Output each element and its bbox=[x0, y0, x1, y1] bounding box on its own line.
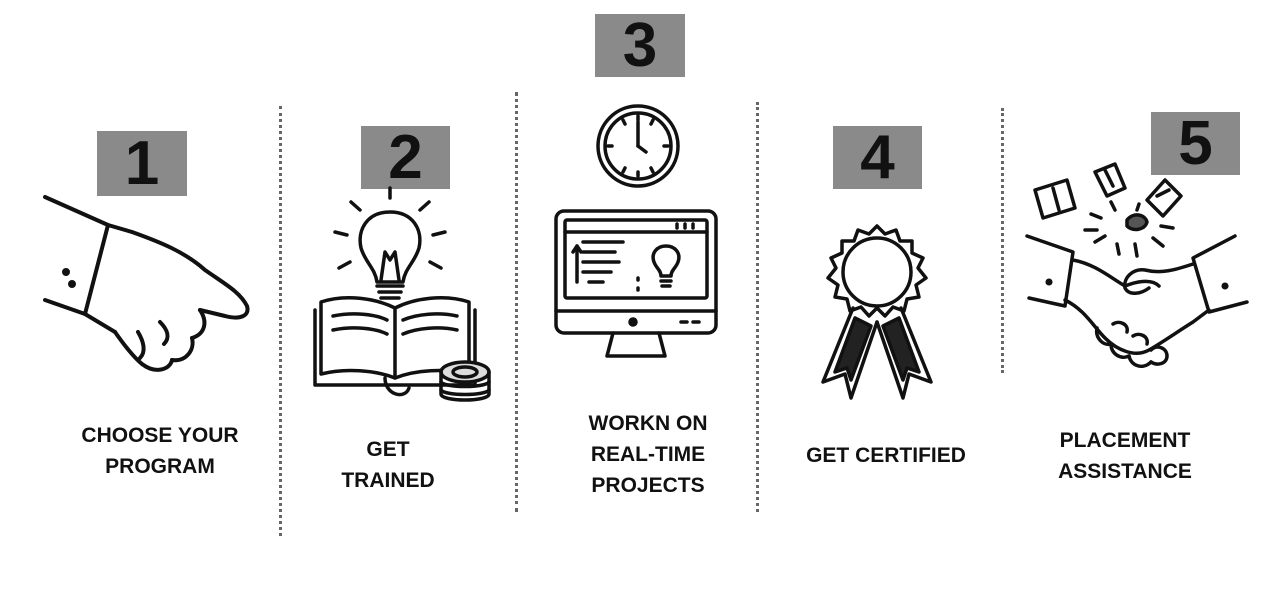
pointing-hand-icon bbox=[40, 192, 255, 377]
monitor-clock-icon bbox=[553, 104, 719, 362]
step-label-line: GET CERTIFIED bbox=[806, 444, 966, 467]
step-number-badge: 3 bbox=[595, 14, 685, 77]
step-number-badge: 5 bbox=[1151, 112, 1240, 175]
step-label-line: ASSISTANCE bbox=[1058, 460, 1192, 483]
step-number-badge: 2 bbox=[361, 126, 450, 189]
step-label: GET CERTIFIED bbox=[796, 440, 976, 471]
award-ribbon-icon bbox=[805, 222, 950, 412]
step-label-line: REAL-TIME bbox=[590, 443, 706, 466]
step-label: GET TRAINED bbox=[318, 434, 458, 496]
step-label: CHOOSE YOUR PROGRAM bbox=[80, 420, 240, 482]
step-divider bbox=[279, 106, 282, 536]
step-divider bbox=[515, 92, 518, 512]
step-label: PLACEMENT ASSISTANCE bbox=[1050, 425, 1200, 487]
step-label-line: TRAINED bbox=[341, 469, 435, 492]
step-label-line: CHOOSE YOUR bbox=[81, 424, 239, 447]
step-number-badge: 4 bbox=[833, 126, 922, 189]
step-divider bbox=[1001, 108, 1004, 373]
handshake-icon bbox=[1025, 160, 1250, 390]
step-label-line: GET bbox=[366, 438, 410, 461]
step-label-line: PLACEMENT bbox=[1059, 429, 1191, 452]
book-lightbulb-icon bbox=[305, 186, 495, 410]
step-label-line: PROJECTS bbox=[591, 474, 705, 497]
step-label: WORKN ON REAL-TIME PROJECTS bbox=[568, 408, 728, 501]
step-divider bbox=[756, 102, 759, 512]
step-label-line: PROGRAM bbox=[105, 455, 215, 478]
step-label-line: WORKN ON bbox=[588, 412, 708, 435]
step-number-badge: 1 bbox=[97, 131, 187, 196]
